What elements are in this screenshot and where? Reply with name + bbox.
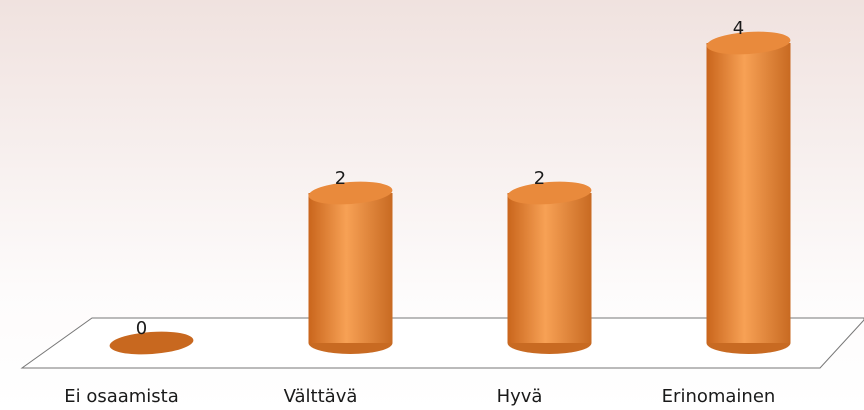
bar-top	[109, 331, 194, 355]
bar-top	[507, 181, 592, 205]
bar-top	[308, 181, 393, 205]
bar	[308, 193, 393, 343]
bar	[507, 193, 592, 343]
value-label: 2	[335, 168, 346, 189]
value-label: 0	[136, 318, 147, 339]
value-label: 2	[534, 168, 545, 189]
x-tick-label: Ei osaamista	[64, 386, 179, 407]
bar	[706, 43, 791, 343]
x-tick-label: Hyvä	[497, 386, 543, 407]
x-tick-label: Erinomainen	[662, 386, 776, 407]
value-label: 4	[733, 18, 744, 39]
bar-top	[706, 31, 791, 55]
x-tick-label: Välttävä	[284, 386, 358, 407]
